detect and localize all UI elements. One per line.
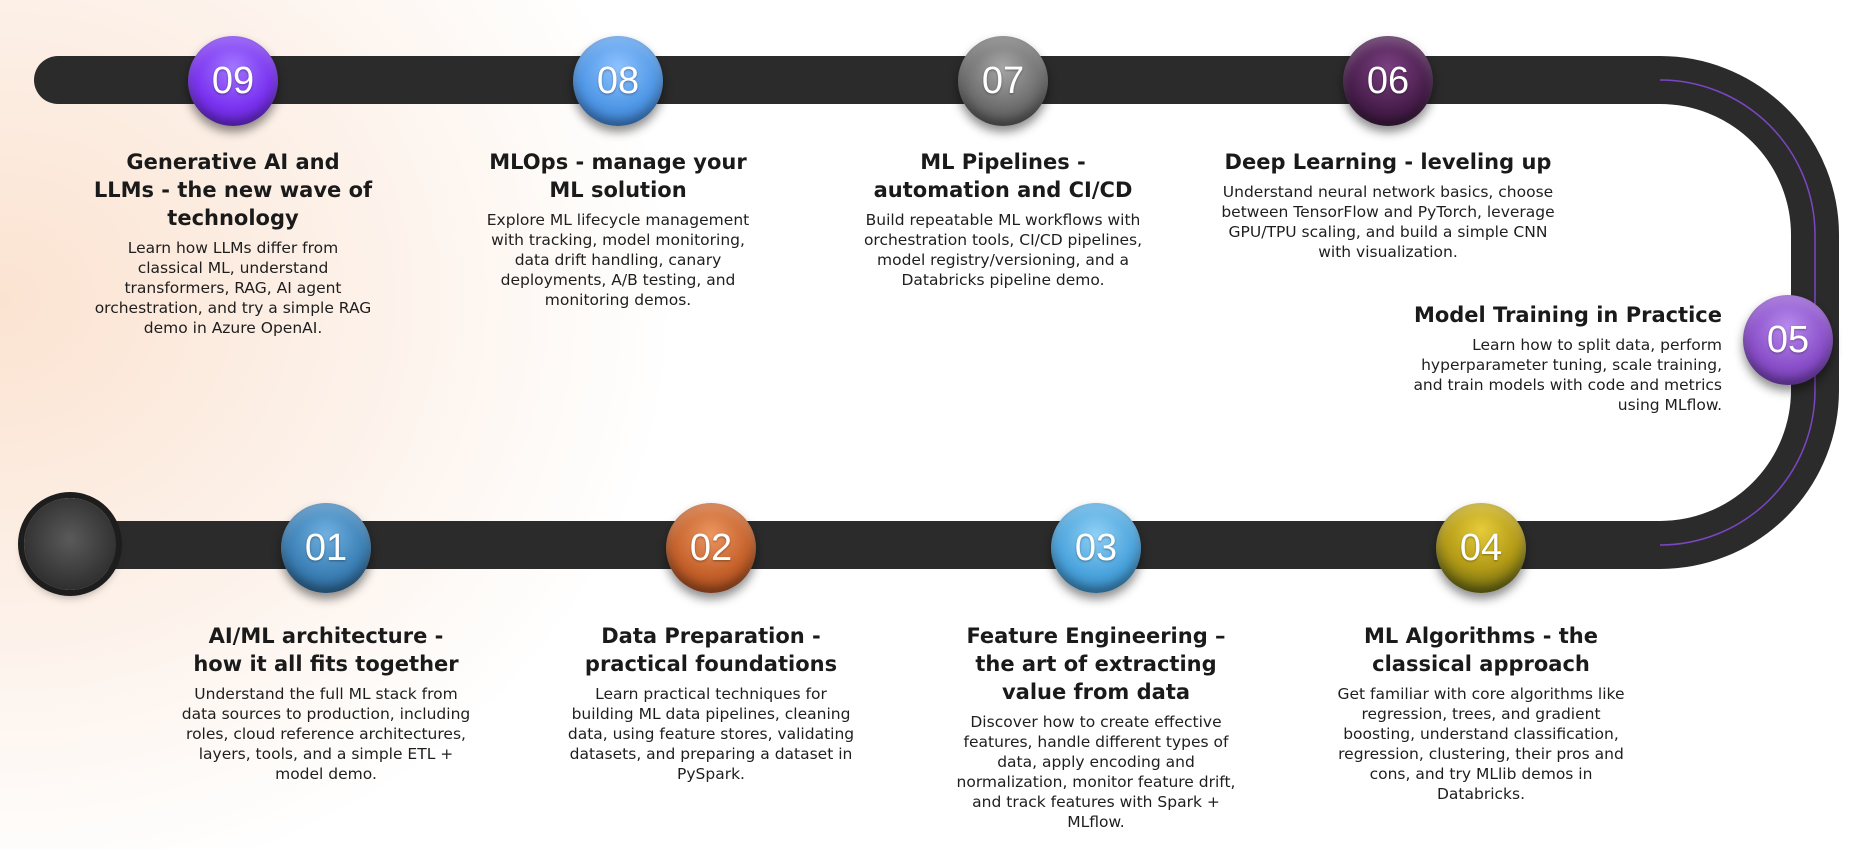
step-06-node[interactable]: 06	[1343, 36, 1433, 126]
track-start-cap	[24, 498, 116, 590]
step-04-block: ML Algorithms - the classical approach G…	[1336, 622, 1626, 804]
step-05-block: Model Training in Practice Learn how to …	[1400, 301, 1722, 415]
step-01-node[interactable]: 01	[281, 503, 371, 593]
step-06-description: Understand neural network basics, choose…	[1221, 183, 1555, 261]
step-03-number: 03	[1074, 526, 1118, 569]
step-02-number: 02	[689, 526, 733, 569]
step-09-description: Learn how LLMs differ from classical ML,…	[94, 239, 372, 337]
step-06-title: Deep Learning - leveling up	[1224, 150, 1552, 174]
step-03-title: Feature Engineering – the art of extract…	[966, 624, 1226, 704]
step-07-description: Build repeatable ML workflows with orche…	[863, 211, 1143, 289]
step-03-block: Feature Engineering – the art of extract…	[951, 622, 1241, 832]
step-07-number: 07	[981, 59, 1025, 102]
step-02-node[interactable]: 02	[666, 503, 756, 593]
step-07-node[interactable]: 07	[958, 36, 1048, 126]
step-08-node[interactable]: 08	[573, 36, 663, 126]
step-06-number: 06	[1366, 59, 1410, 102]
step-09-number: 09	[211, 59, 255, 102]
step-02-description: Learn practical techniques for building …	[567, 685, 855, 783]
step-09-node[interactable]: 09	[188, 36, 278, 126]
step-06-block: Deep Learning - leveling up Understand n…	[1218, 148, 1558, 262]
step-08-title: MLOps - manage your ML solution	[489, 150, 747, 202]
step-09-title: Generative AI and LLMs - the new wave of…	[93, 150, 373, 230]
step-08-description: Explore ML lifecycle management with tra…	[486, 211, 750, 309]
step-01-number: 01	[304, 526, 348, 569]
step-04-description: Get familiar with core algorithms like r…	[1337, 685, 1625, 803]
step-03-description: Discover how to create effective feature…	[956, 713, 1236, 831]
step-07-block: ML Pipelines - automation and CI/CD Buil…	[863, 148, 1143, 290]
step-01-block: AI/ML architecture - how it all fits tog…	[181, 622, 471, 784]
step-04-node[interactable]: 04	[1436, 503, 1526, 593]
step-03-node[interactable]: 03	[1051, 503, 1141, 593]
step-02-title: Data Preparation - practical foundations	[584, 624, 838, 676]
step-01-description: Understand the full ML stack from data s…	[181, 685, 471, 783]
step-09-block: Generative AI and LLMs - the new wave of…	[93, 148, 373, 338]
step-05-description: Learn how to split data, perform hyperpa…	[1413, 336, 1722, 414]
step-08-block: MLOps - manage your ML solution Explore …	[478, 148, 758, 310]
step-04-number: 04	[1459, 526, 1503, 569]
step-05-node[interactable]: 05	[1743, 295, 1833, 385]
step-05-title: Model Training in Practice	[1413, 303, 1722, 327]
step-04-title: ML Algorithms - the classical approach	[1364, 624, 1598, 676]
step-07-title: ML Pipelines - automation and CI/CD	[873, 150, 1133, 202]
step-08-number: 08	[596, 59, 640, 102]
step-05-number: 05	[1766, 318, 1810, 361]
step-02-block: Data Preparation - practical foundations…	[566, 622, 856, 784]
step-01-title: AI/ML architecture - how it all fits tog…	[193, 624, 459, 676]
